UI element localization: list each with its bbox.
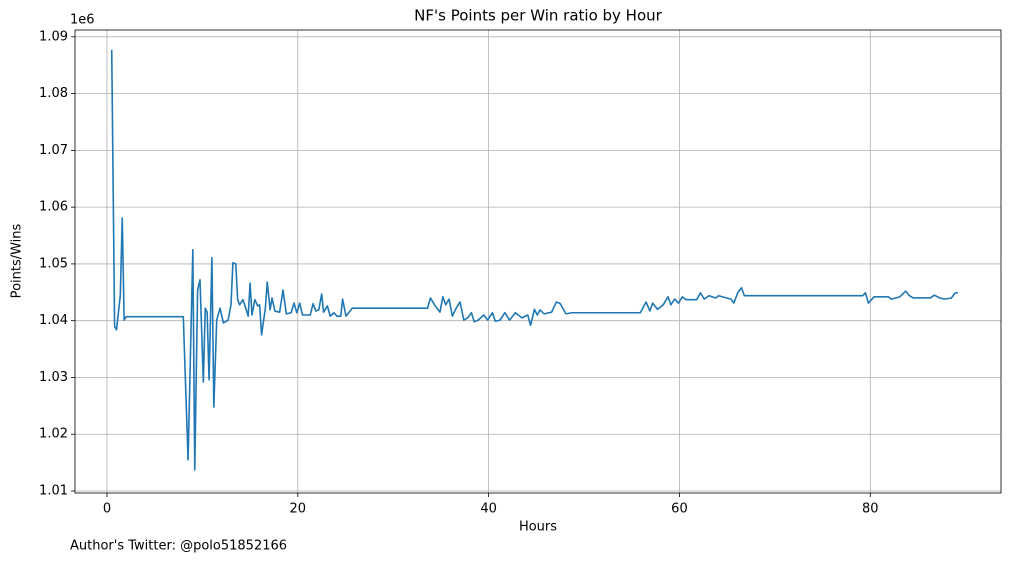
y-tick-label: 1.07: [39, 143, 68, 158]
x-tick-label: 40: [480, 502, 497, 517]
chart-title: NF's Points per Win ratio by Hour: [414, 7, 662, 25]
y-tick-label: 1.01: [39, 484, 68, 499]
data-line: [110, 49, 959, 471]
x-tick-label: 20: [290, 502, 307, 517]
y-axis-label: Points/Wins: [10, 223, 25, 298]
y-tick-label: 1.09: [39, 29, 68, 44]
footnote: Author's Twitter: @polo51852166: [70, 539, 287, 554]
y-tick-label: 1.03: [39, 370, 68, 385]
y-tick-label: 1.06: [39, 200, 68, 215]
y-tick-label: 1.04: [39, 313, 68, 328]
x-tick-label: 60: [671, 502, 688, 517]
x-tick-label: 0: [103, 502, 111, 517]
y-tick-label: 1.05: [39, 256, 68, 271]
y-offset-label: 1e6: [70, 13, 95, 28]
x-axis-label: Hours: [519, 520, 557, 535]
x-tick-label: 80: [862, 502, 879, 517]
plot-frame: [74, 29, 1002, 494]
y-tick-label: 1.08: [39, 86, 68, 101]
y-tick-label: 1.02: [39, 427, 68, 442]
